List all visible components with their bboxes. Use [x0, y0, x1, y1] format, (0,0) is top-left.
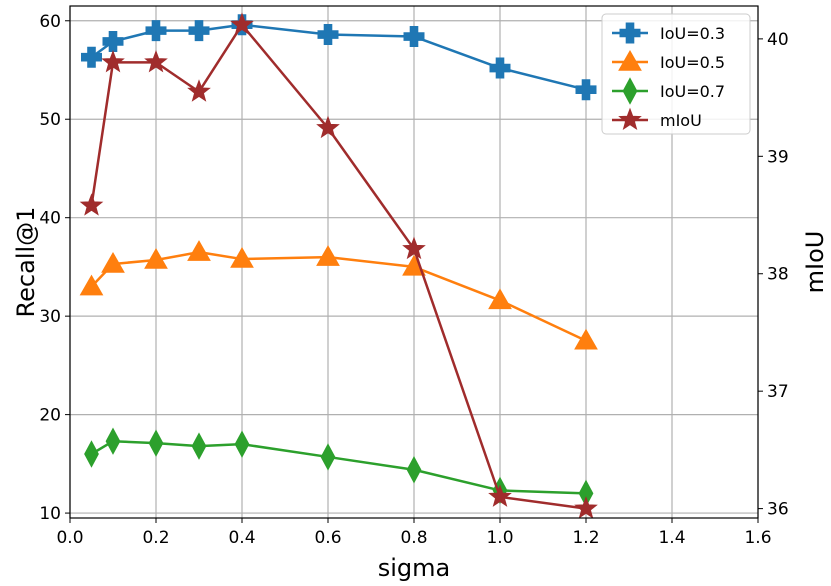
legend-marker: [622, 77, 638, 105]
data-point: [101, 251, 125, 273]
data-point: [488, 288, 512, 310]
x-tick-label: 1.6: [744, 528, 771, 548]
data-point: [102, 30, 124, 52]
x-tick-label: 0.2: [142, 528, 169, 548]
series-line: [90, 439, 587, 495]
legend-marker: [618, 107, 642, 131]
data-point: [575, 79, 597, 101]
y2-tick-label: 39: [767, 147, 789, 167]
axes: 0.0 0.2 0.4 0.6 0.8 1.0 1.2 1.4 1.6 10 20 30 40 50 60 3…: [39, 12, 788, 548]
legend-label: IoU=0.7: [660, 82, 725, 101]
data-point: [144, 49, 168, 73]
legend-label: IoU=0.5: [660, 53, 725, 72]
data-point: [234, 430, 250, 458]
data-point: [406, 456, 422, 484]
data-point: [79, 274, 104, 296]
legend-box: [601, 13, 751, 135]
legend-item: mIoU: [612, 107, 702, 131]
data-point: [105, 427, 121, 455]
data-point: [188, 20, 210, 42]
series-iou-0-7: [84, 427, 594, 508]
y-tick-label: 30: [39, 307, 61, 327]
data-point: [320, 443, 336, 471]
data-point: [489, 57, 511, 79]
data-point: [101, 49, 125, 73]
x-axis-title: sigma: [378, 554, 451, 582]
legend: IoU=0.3 IoU=0.5 IoU=0.7 mIoU: [601, 13, 751, 135]
data-point: [187, 79, 211, 102]
y2-tick-label: 37: [767, 382, 789, 402]
legend-item: IoU=0.7: [612, 77, 725, 105]
legend-item: IoU=0.3: [612, 22, 725, 44]
y2-tick-label: 40: [767, 30, 789, 50]
x-tick-label: 1.4: [658, 528, 685, 548]
legend-label: mIoU: [660, 111, 702, 130]
series-iou-0-5: [79, 240, 598, 350]
x-tick-label: 1.0: [486, 528, 513, 548]
legend-label: IoU=0.3: [660, 24, 725, 43]
data-point: [84, 440, 99, 468]
data-point: [79, 193, 104, 216]
data-point: [403, 26, 425, 48]
y-tick-label: 60: [39, 12, 61, 32]
data-point: [230, 247, 254, 268]
data-point: [316, 245, 340, 266]
y-axis-title: Recall@1: [12, 207, 40, 318]
legend-item: IoU=0.5: [612, 49, 725, 72]
y2-tick-label: 36: [767, 500, 789, 520]
series-miou: [79, 12, 598, 519]
data-point: [574, 328, 598, 350]
data-point: [148, 429, 164, 457]
data-point: [574, 496, 598, 519]
y-tick-label: 10: [39, 504, 61, 524]
data-point: [81, 46, 102, 68]
data-point: [144, 248, 168, 269]
data-point: [317, 24, 339, 46]
legend-marker: [618, 49, 642, 71]
data-point: [402, 236, 426, 260]
x-tick-label: 0.0: [56, 528, 83, 548]
plot-series: [79, 12, 598, 519]
x-tick-label: 0.8: [400, 528, 427, 548]
data-point: [488, 484, 512, 507]
y2-tick-label: 38: [767, 265, 789, 285]
y-tick-label: 50: [39, 110, 61, 130]
legend-marker: [619, 22, 641, 44]
data-point: [145, 20, 167, 42]
data-point: [187, 240, 211, 261]
y-tick-label: 20: [39, 406, 61, 426]
x-tick-label: 0.6: [314, 528, 341, 548]
data-point: [316, 115, 340, 139]
data-point: [191, 432, 207, 460]
y-tick-label: 40: [39, 209, 61, 229]
y2-axis-title: mIoU: [801, 231, 829, 294]
x-tick-label: 1.2: [572, 528, 599, 548]
data-point: [230, 12, 254, 35]
x-tick-label: 0.4: [228, 528, 255, 548]
